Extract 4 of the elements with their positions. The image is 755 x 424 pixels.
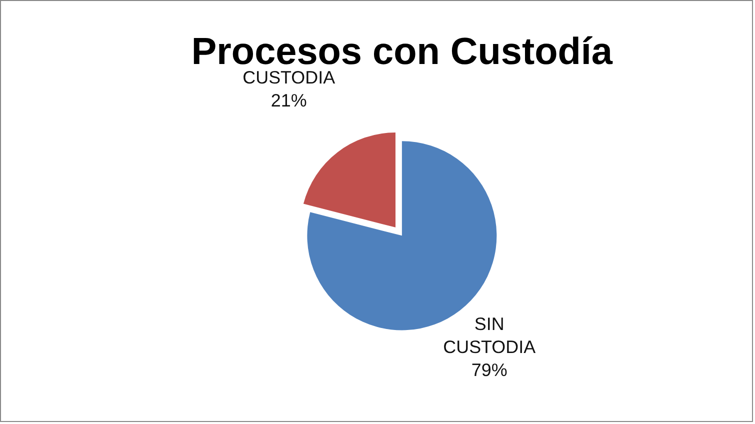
slice-label: CUSTODIA xyxy=(242,68,336,88)
data-label: 79% xyxy=(471,360,508,380)
data-label: 21% xyxy=(270,90,307,111)
slice-label: SIN CUSTODIA xyxy=(443,314,536,358)
